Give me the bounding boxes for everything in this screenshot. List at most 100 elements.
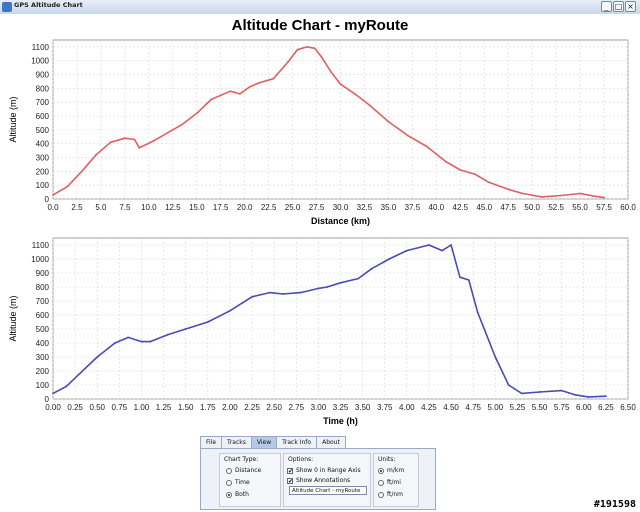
distance-x-tick-label: 55.0 [572, 203, 588, 212]
tab-about[interactable]: About [316, 436, 346, 449]
time-y-axis-label: Altitude (m) [8, 295, 18, 341]
time-y-tick-label: 600 [36, 311, 50, 320]
time-data-point [140, 340, 143, 343]
time-x-tick-label: 5.00 [488, 403, 504, 412]
time-data-point [370, 267, 373, 270]
image-id-tag: #191598 [593, 499, 636, 510]
options-title: Options: [288, 456, 314, 463]
distance-data-point [248, 86, 251, 88]
distance-data-point [320, 55, 323, 58]
show-annotations-option[interactable]: ✔ Show Annotations [287, 476, 350, 485]
distance-y-tick-label: 0 [45, 195, 50, 204]
time-x-tick-label: 0.50 [89, 403, 105, 412]
distance-x-tick-label: 0.0 [47, 203, 59, 212]
time-x-axis-label: Time (h) [323, 416, 358, 426]
distance-y-tick-label: 900 [36, 71, 50, 80]
time-data-point [467, 279, 470, 281]
time-data-point [96, 356, 99, 358]
show-annotations-checkbox[interactable]: ✔ [287, 477, 294, 485]
distance-y-tick-label: 300 [36, 154, 50, 163]
time-x-tick-label: 4.50 [443, 403, 459, 412]
distance-data-point [560, 194, 562, 197]
distance-data-point [425, 145, 428, 148]
show-zero-option[interactable]: ✔ Show 0 in Range Axis [287, 466, 361, 475]
distance-x-tick-label: 27.5 [309, 203, 325, 212]
time-data-point [459, 276, 461, 279]
time-data-point [317, 287, 320, 290]
time-x-tick-label: 3.75 [377, 403, 393, 412]
distance-y-tick-label: 800 [36, 84, 50, 93]
time-data-point [149, 340, 152, 343]
distance-y-axis-label: Altitude (m) [8, 96, 18, 142]
time-y-tick-label: 1100 [32, 241, 50, 250]
controls-panel: File Tracks View Track Info About Chart … [200, 436, 436, 510]
distance-x-tick-label: 60.0 [620, 203, 636, 212]
radio-distance[interactable] [226, 467, 232, 474]
time-x-tick-label: 3.00 [311, 403, 327, 412]
show-zero-checkbox[interactable]: ✔ [287, 467, 294, 475]
time-data-point [184, 328, 187, 330]
distance-x-tick-label: 32.5 [357, 203, 373, 212]
distance-data-point [488, 181, 490, 184]
time-y-tick-label: 300 [36, 353, 50, 362]
distance-data-point [229, 90, 232, 93]
chart-type-distance[interactable]: Distance [226, 466, 261, 475]
distance-data-point [52, 193, 54, 196]
distance-data-point [80, 170, 83, 173]
distance-data-point [95, 153, 98, 156]
time-data-point [299, 291, 302, 294]
distance-x-tick-label: 17.5 [213, 203, 229, 212]
units-ftmi[interactable]: ft/mi [378, 478, 401, 487]
maximize-button[interactable]: □ [613, 1, 624, 12]
time-x-tick-label: 2.50 [266, 403, 282, 412]
distance-x-tick-label: 47.5 [500, 203, 516, 212]
minimize-button[interactable]: _ [601, 1, 612, 12]
distance-x-tick-label: 57.5 [596, 203, 612, 212]
distance-data-point [540, 196, 543, 198]
radio-ftnm[interactable] [378, 491, 384, 498]
distance-x-tick-label: 37.5 [405, 203, 421, 212]
distance-x-tick-label: 35.0 [381, 203, 397, 212]
radio-both-label: Both [235, 491, 249, 498]
distance-y-tick-label: 100 [36, 181, 50, 190]
distance-x-tick-label: 52.5 [548, 203, 564, 212]
close-button[interactable]: × [625, 1, 636, 12]
time-data-point [450, 244, 452, 246]
distance-x-tick-label: 42.5 [453, 203, 469, 212]
time-x-tick-label: 0.75 [112, 403, 128, 412]
time-x-tick-label: 6.50 [620, 403, 636, 412]
time-x-tick-label: 5.75 [554, 403, 570, 412]
time-data-point [78, 372, 81, 375]
distance-data-point [445, 160, 447, 163]
radio-ftmi[interactable] [378, 479, 384, 486]
time-data-point [339, 281, 342, 284]
radio-both[interactable] [226, 491, 232, 498]
time-data-point [282, 293, 284, 295]
radio-time[interactable] [226, 479, 232, 486]
time-data-point [587, 396, 590, 398]
units-mkm[interactable]: m/km [378, 466, 404, 475]
chart-type-both[interactable]: Both [226, 490, 249, 499]
time-y-tick-label: 200 [36, 367, 50, 376]
distance-data-point [296, 48, 299, 51]
distance-x-tick-label: 50.0 [524, 203, 540, 212]
units-ftnm[interactable]: ft/nm [378, 490, 403, 499]
time-data-point [405, 249, 408, 252]
show-annotations-label: Show Annotations [296, 477, 351, 484]
radio-mkm[interactable] [378, 467, 384, 474]
distance-y-tick-label: 1000 [31, 57, 49, 66]
distance-x-tick-label: 30.0 [333, 203, 349, 212]
tab-bar: File Tracks View Track Info About [200, 436, 346, 449]
chart-type-time[interactable]: Time [226, 478, 250, 487]
units-group: Units: m/km ft/mi ft/nm [373, 453, 419, 507]
time-x-tick-label: 1.00 [134, 403, 150, 412]
chart-title-input[interactable]: Altitude Chart - myRoute [289, 486, 367, 495]
time-x-tick-label: 2.75 [288, 403, 304, 412]
page-title: Altitude Chart - myRoute [231, 17, 409, 34]
distance-altitude-line [52, 46, 605, 199]
distance-data-point [152, 140, 155, 142]
window-title: GPS Altitude Chart [14, 1, 83, 9]
radio-time-label: Time [235, 479, 250, 486]
radio-distance-label: Distance [235, 467, 262, 474]
